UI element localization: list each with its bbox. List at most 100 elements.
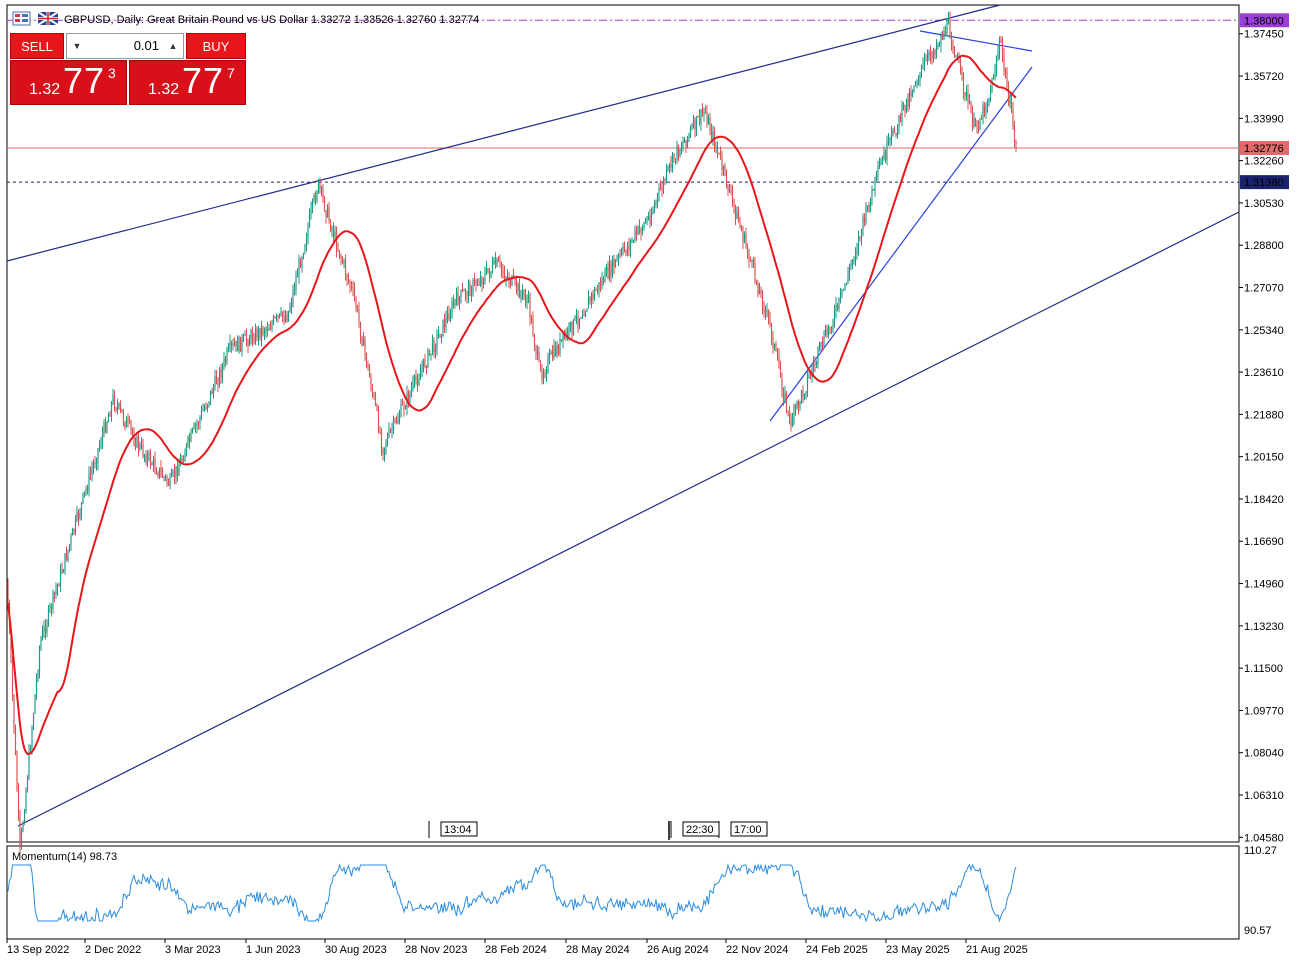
lot-decrease-icon[interactable]: ▼: [72, 41, 82, 51]
candle-body: [382, 448, 384, 455]
candle-body: [157, 474, 159, 477]
candle-body: [569, 322, 572, 325]
candle-body: [208, 401, 210, 405]
candle-body: [1003, 55, 1005, 70]
price-tick-label: 1.33990: [1244, 113, 1284, 125]
candle-body: [545, 371, 548, 375]
candle-body: [932, 50, 935, 59]
candle-body: [353, 288, 356, 299]
candle-body: [631, 240, 633, 242]
candle-body: [829, 327, 831, 329]
candle-body: [781, 377, 783, 392]
candle-body: [152, 458, 155, 465]
candle-body: [607, 267, 609, 279]
candle-body: [128, 420, 131, 422]
candle-body: [524, 296, 527, 303]
candle-body: [293, 289, 296, 291]
sell-button[interactable]: SELL: [10, 33, 64, 59]
candle-body: [281, 311, 284, 318]
candle-body: [383, 447, 386, 455]
candle-body: [712, 131, 714, 139]
candle-body: [16, 754, 18, 791]
chart-menu-icon[interactable]: [12, 11, 31, 26]
candle-body: [877, 166, 879, 173]
candle-body: [962, 74, 965, 93]
candle-body: [632, 240, 635, 242]
candle-body: [35, 678, 38, 695]
candle-body: [703, 112, 705, 115]
candle-body: [1009, 99, 1011, 105]
buy-button[interactable]: BUY: [186, 33, 246, 59]
candle-body: [904, 104, 906, 112]
candle-body: [701, 109, 704, 115]
candle-body: [560, 339, 563, 341]
candle-body: [122, 412, 125, 423]
candle-body: [200, 410, 203, 417]
candle-body: [784, 393, 786, 400]
buy-price-button[interactable]: 1.32 77 7: [129, 60, 246, 105]
candle-body: [971, 113, 974, 128]
candle-body: [628, 245, 630, 250]
candle-body: [644, 222, 647, 224]
candle-body: [170, 473, 173, 477]
candle-body: [634, 230, 636, 241]
time-tick-label: 21 Aug 2025: [966, 944, 1028, 956]
candle-body: [676, 145, 678, 160]
candle-body: [626, 245, 629, 254]
candle-body: [493, 259, 495, 264]
candle-body: [101, 433, 104, 444]
candle-body: [842, 288, 845, 290]
candle-body: [728, 190, 731, 192]
candle-body: [967, 91, 969, 103]
candle-body: [421, 368, 423, 372]
candle-body: [367, 365, 369, 367]
candle-body: [451, 301, 453, 315]
candle-body: [217, 383, 219, 385]
candle-body: [874, 177, 876, 191]
lot-size-input[interactable]: ▼ 0.01 ▲: [66, 33, 184, 59]
candle-body: [433, 340, 435, 352]
candle-body: [313, 195, 315, 200]
candle-body: [731, 190, 734, 200]
chart-title: GBPUSD, Daily: Great Britain Pound vs US…: [64, 14, 479, 26]
lot-size-value[interactable]: 0.01: [133, 38, 159, 53]
price-tick-label: 1.11500: [1244, 663, 1283, 675]
candle-body: [299, 259, 302, 268]
candle-body: [977, 127, 980, 130]
candle-body: [797, 401, 800, 408]
candle-body: [814, 363, 816, 365]
candle-body: [698, 117, 701, 124]
candle-body: [325, 210, 327, 218]
candle-body: [532, 318, 534, 337]
candle-body: [260, 327, 263, 339]
candle-body: [64, 553, 66, 571]
candle-body: [58, 584, 60, 587]
event-marker-box: [730, 821, 768, 837]
candle-body: [955, 56, 957, 58]
candle-body: [319, 179, 321, 189]
candle-body: [322, 187, 324, 198]
candle-body: [1012, 110, 1014, 128]
candle-body: [430, 353, 432, 355]
candle-body: [839, 294, 842, 298]
candle-body: [298, 259, 300, 276]
price-tick-label: 1.23610: [1244, 367, 1284, 379]
candle-body: [536, 351, 539, 355]
candle-body: [929, 51, 932, 56]
candle-body: [1001, 40, 1004, 56]
candle-body: [752, 259, 755, 264]
candle-body: [407, 392, 410, 402]
candle-body: [194, 424, 197, 427]
candle-body: [559, 339, 561, 354]
time-tick-label: 26 Aug 2024: [647, 944, 709, 956]
lot-increase-icon[interactable]: ▲: [168, 41, 178, 51]
candle-body: [503, 273, 506, 279]
candle-body: [617, 254, 620, 259]
sell-price-button[interactable]: 1.32 77 3: [10, 60, 127, 105]
candle-body: [47, 607, 50, 625]
candle-body: [38, 648, 41, 672]
candle-body: [761, 292, 764, 309]
candle-body: [926, 55, 929, 61]
